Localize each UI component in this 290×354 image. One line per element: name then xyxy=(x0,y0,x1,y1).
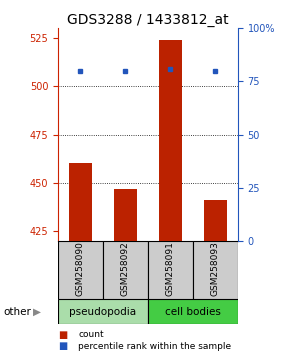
Bar xyxy=(69,164,92,241)
Bar xyxy=(114,189,137,241)
Text: ■: ■ xyxy=(58,330,67,339)
Text: cell bodies: cell bodies xyxy=(165,307,221,316)
Text: count: count xyxy=(78,330,104,339)
Text: pseudopodia: pseudopodia xyxy=(69,307,137,316)
Text: GSM258091: GSM258091 xyxy=(166,241,175,296)
Title: GDS3288 / 1433812_at: GDS3288 / 1433812_at xyxy=(67,13,229,27)
Text: other: other xyxy=(3,307,31,316)
Text: percentile rank within the sample: percentile rank within the sample xyxy=(78,342,231,351)
Bar xyxy=(148,241,193,299)
Text: ■: ■ xyxy=(58,341,67,351)
Text: ▶: ▶ xyxy=(33,307,41,316)
Bar xyxy=(58,241,103,299)
Text: GSM258092: GSM258092 xyxy=(121,241,130,296)
Bar xyxy=(204,200,226,241)
Bar xyxy=(193,241,238,299)
Bar xyxy=(103,241,148,299)
Bar xyxy=(148,299,238,324)
Text: GSM258090: GSM258090 xyxy=(76,241,85,296)
Text: GSM258093: GSM258093 xyxy=(211,241,220,296)
Bar xyxy=(159,40,182,241)
Bar xyxy=(58,299,148,324)
